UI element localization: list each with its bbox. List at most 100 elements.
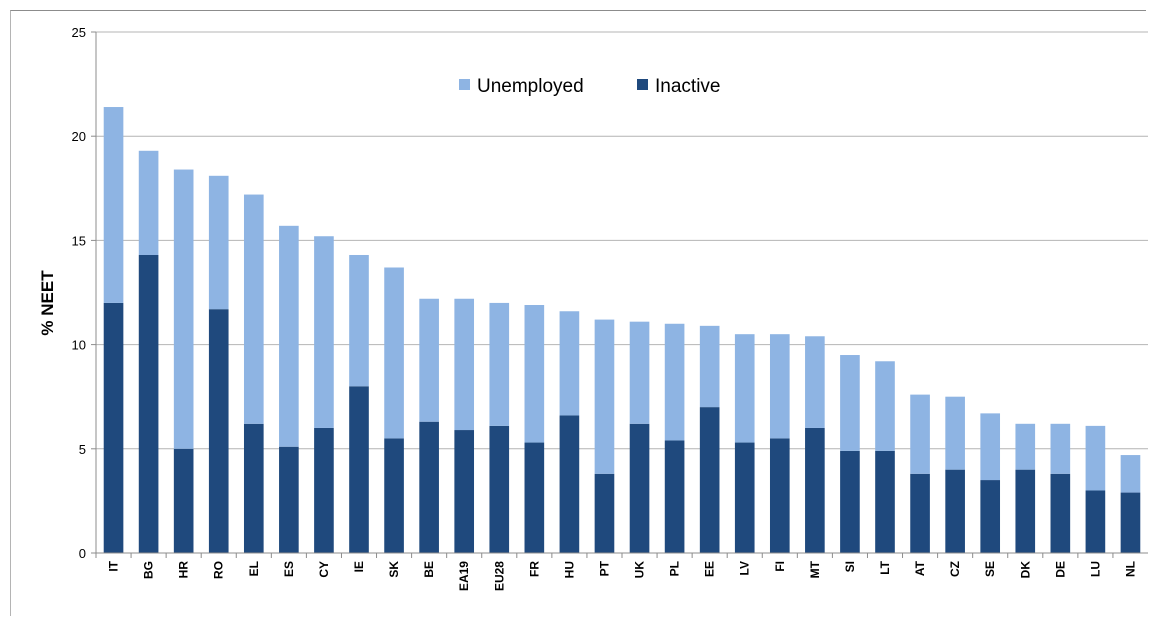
bar-lv-inactive (734, 442, 755, 553)
bar-bg-inactive (138, 254, 159, 553)
bar-ie-unemployed (349, 254, 369, 387)
bar-at-unemployed (910, 394, 930, 474)
bar-eu28-unemployed (489, 302, 510, 426)
bar-cz-unemployed (945, 396, 965, 470)
x-tick-label: EL (247, 561, 261, 576)
x-tick-label: EA19 (457, 561, 471, 591)
bar-hr-inactive (173, 448, 194, 553)
bar-pt-unemployed (594, 319, 615, 474)
bar-at-inactive (910, 473, 930, 553)
x-tick-label: PT (597, 560, 611, 576)
bar-de-unemployed (1050, 423, 1071, 474)
x-tick-label: NL (1123, 561, 1137, 577)
x-tick-label: IE (352, 561, 366, 572)
x-tick-label: FR (527, 561, 541, 577)
x-tick-label: BG (142, 561, 156, 579)
x-tick-label: PL (668, 561, 682, 576)
bar-be-inactive (419, 421, 439, 553)
x-tick-label: LU (1088, 561, 1102, 577)
bar-se-unemployed (980, 413, 1001, 481)
bar-fi-inactive (769, 438, 790, 553)
y-tick-label: 5 (79, 442, 86, 457)
bar-es-unemployed (279, 225, 299, 447)
bar-lt-unemployed (875, 361, 895, 451)
bar-de-inactive (1050, 473, 1071, 553)
bar-ro-unemployed (208, 175, 229, 310)
bar-pt-inactive (594, 473, 615, 553)
chart-frame (10, 10, 1146, 616)
x-tick-label: DK (1018, 561, 1032, 579)
bar-lv-unemployed (734, 334, 755, 443)
bar-cy-unemployed (314, 236, 334, 428)
legend-label-inactive: Inactive (655, 76, 720, 97)
bars (103, 107, 1141, 553)
bar-uk-unemployed (629, 321, 650, 424)
bar-el-unemployed (243, 194, 264, 424)
x-tick-label: EE (703, 561, 717, 577)
bar-ea19-inactive (454, 430, 475, 553)
bar-it-unemployed (103, 107, 124, 303)
y-axis-label: % NEET (38, 270, 57, 336)
x-tick-label: CZ (948, 561, 962, 577)
bar-nl-inactive (1120, 492, 1141, 553)
bar-si-unemployed (840, 355, 860, 451)
bar-ee-inactive (699, 407, 720, 553)
bar-hu-unemployed (559, 311, 580, 416)
bar-es-inactive (279, 446, 299, 553)
x-tick-label: LV (738, 561, 752, 575)
bar-nl-unemployed (1120, 455, 1141, 493)
y-tick-label: 25 (72, 25, 86, 40)
bar-pl-unemployed (664, 323, 685, 441)
bar-ro-inactive (208, 309, 229, 553)
x-axis-category-labels: IT BG HR RO EL ES CY IE SK BE EA19 EU28 FR HU PT UK PL EE… (95, 553, 1137, 591)
x-tick-label: HR (177, 561, 191, 579)
bar-uk-inactive (629, 423, 650, 553)
bar-mt-inactive (805, 427, 825, 553)
x-tick-label: CY (317, 561, 331, 578)
bar-bg-unemployed (138, 150, 159, 255)
bar-si-inactive (840, 450, 860, 553)
y-tick-label: 0 (79, 546, 86, 561)
bar-fi-unemployed (769, 334, 790, 439)
bar-sk-unemployed (384, 267, 404, 439)
x-tick-label: HU (562, 561, 576, 578)
y-axis-tick-labels: 0 5 10 15 20 25 (72, 25, 96, 561)
bar-dk-unemployed (1015, 423, 1036, 470)
bar-pl-inactive (664, 440, 685, 553)
x-tick-label: FI (773, 561, 787, 572)
bar-fr-inactive (524, 442, 545, 553)
legend-swatch-unemployed (459, 79, 470, 90)
legend: Unemployed Inactive (459, 76, 720, 97)
y-tick-label: 20 (72, 129, 86, 144)
bar-ie-inactive (349, 386, 369, 553)
bar-el-inactive (243, 423, 264, 553)
bar-cz-inactive (945, 469, 965, 553)
bar-se-inactive (980, 480, 1001, 553)
x-tick-label: RO (212, 561, 226, 579)
bar-ea19-unemployed (454, 298, 475, 431)
bar-hu-inactive (559, 415, 580, 553)
bar-dk-inactive (1015, 469, 1036, 553)
bar-it-inactive (103, 302, 124, 553)
x-tick-label: EU28 (492, 561, 506, 591)
bar-eu28-inactive (489, 425, 510, 553)
bar-mt-unemployed (805, 336, 825, 428)
x-tick-label: IT (107, 560, 121, 571)
y-tick-label: 15 (72, 233, 86, 248)
bar-lu-unemployed (1085, 425, 1106, 491)
bar-fr-unemployed (524, 305, 545, 443)
y-tick-label: 10 (72, 338, 86, 353)
bar-cy-inactive (314, 427, 334, 553)
legend-label-unemployed: Unemployed (477, 76, 584, 97)
x-tick-label: ES (282, 561, 296, 577)
x-tick-label: LT (878, 560, 892, 574)
x-tick-label: MT (808, 560, 822, 578)
gridlines (96, 31, 1148, 450)
x-tick-label: AT (913, 560, 927, 576)
bar-sk-inactive (384, 438, 404, 553)
legend-swatch-inactive (637, 79, 648, 90)
x-tick-label: SK (387, 561, 401, 578)
bar-be-unemployed (419, 298, 439, 422)
x-tick-label: SI (843, 561, 857, 572)
